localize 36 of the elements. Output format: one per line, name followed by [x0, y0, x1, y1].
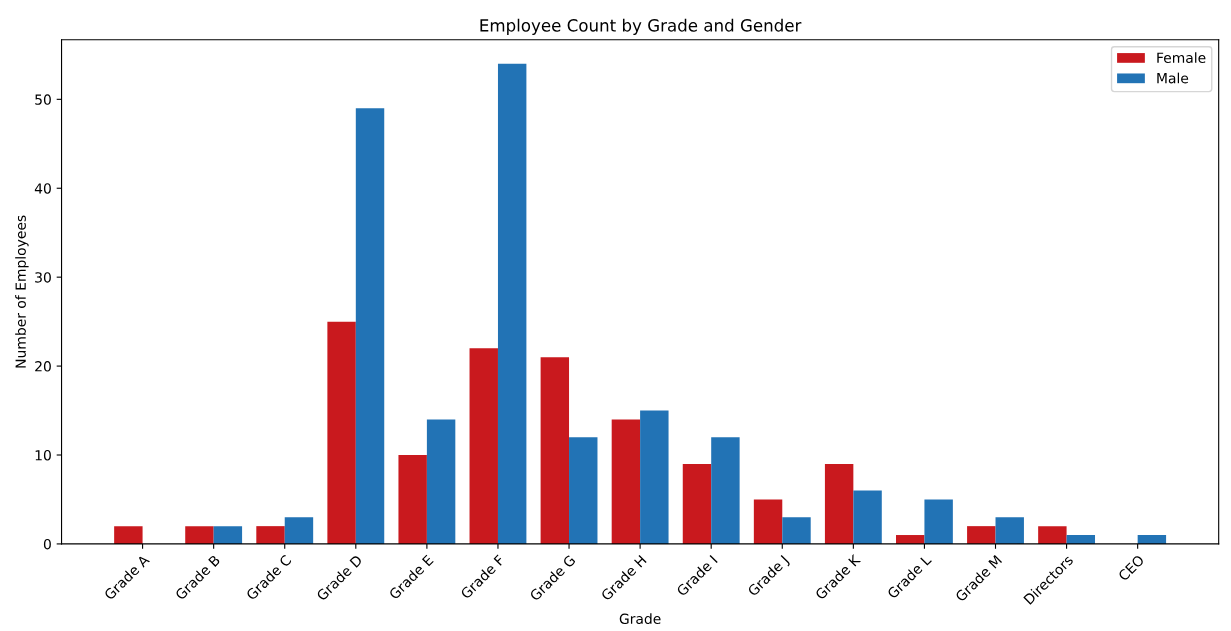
legend-label: Female: [1157, 52, 1206, 63]
bar: [426, 419, 456, 544]
y-axis-title: Number of Employees: [15, 215, 29, 368]
bar: [682, 463, 712, 544]
y-tick-label: 30: [35, 272, 51, 283]
bar: [327, 321, 356, 544]
legend-label: Male: [1157, 72, 1189, 84]
bar: [540, 357, 570, 544]
bar: [569, 437, 598, 544]
bar: [398, 455, 427, 544]
bar: [967, 526, 996, 544]
bar: [284, 517, 314, 544]
bar: [497, 63, 527, 544]
y-tick-label: 10: [35, 449, 51, 461]
bar: [640, 410, 669, 544]
bar: [753, 499, 783, 544]
bar: [782, 517, 811, 544]
bar: [355, 108, 385, 544]
x-axis-title: Grade: [619, 613, 661, 625]
bar: [1038, 526, 1067, 544]
bar: [256, 526, 285, 544]
y-tick-label: 50: [35, 94, 51, 105]
bar: [711, 437, 740, 544]
bar: [995, 517, 1024, 544]
bar: [469, 348, 498, 544]
bar: [924, 499, 953, 544]
bar: [853, 490, 882, 544]
bar: [611, 419, 641, 544]
y-tick-label: 0: [43, 538, 51, 550]
bar: [213, 526, 243, 544]
bar: [824, 463, 854, 544]
bar: [185, 526, 214, 544]
chart-title: Employee Count by Grade and Gender: [480, 18, 802, 35]
y-tick-label: 40: [34, 183, 51, 194]
bar: [114, 526, 143, 544]
y-tick-label: 20: [35, 361, 51, 372]
